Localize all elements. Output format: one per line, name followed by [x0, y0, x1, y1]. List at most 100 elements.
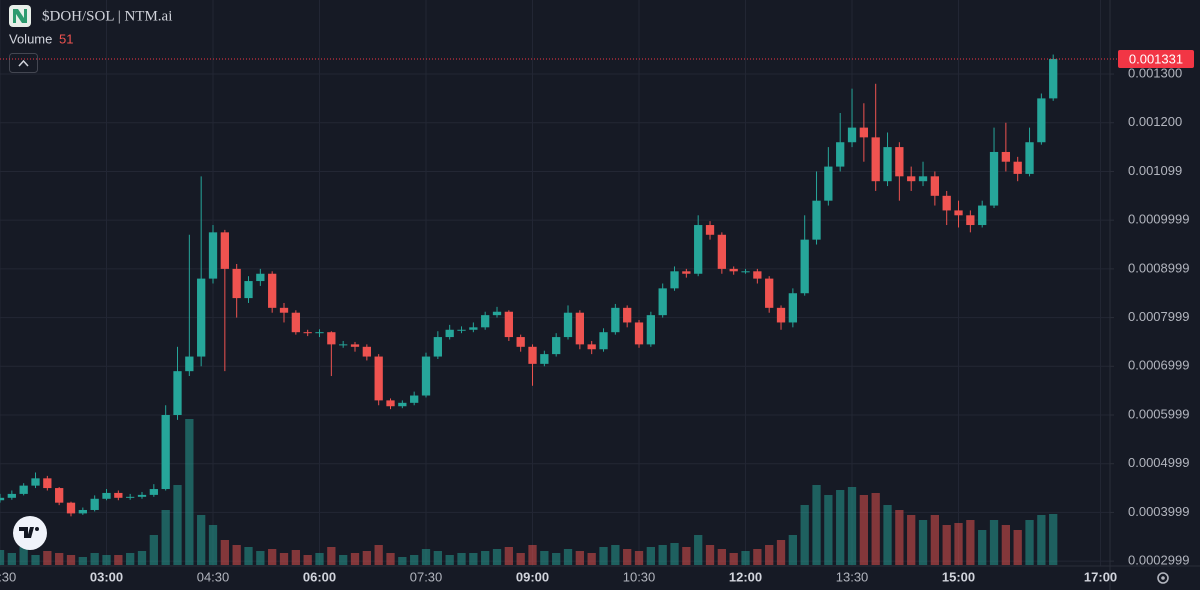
x-tick-label: 09:00 [516, 569, 549, 584]
candle-body [859, 127, 869, 138]
volume-bar [528, 545, 537, 565]
candle-body [942, 195, 951, 211]
x-tick-label: 06:00 [303, 569, 336, 584]
volume-bar [978, 530, 987, 565]
chart-title: $DOH/SOL | NTM.ai [42, 8, 172, 24]
axes: 0.0002999 0.0003999 0.0004999 0.0005999 0.00… [0, 65, 1189, 584]
candle-body [729, 268, 738, 272]
volume-bar [930, 515, 940, 565]
candle-body [232, 268, 241, 299]
candle-body [1037, 98, 1046, 143]
volume-bar [327, 547, 336, 565]
candle-body [978, 205, 987, 226]
y-tick-label: 0.0005999 [1128, 406, 1189, 421]
candle-body [161, 415, 170, 490]
volume-bar [114, 555, 123, 565]
collapse-button[interactable] [9, 53, 38, 73]
volume-bar [7, 553, 16, 565]
candle-body [966, 215, 975, 226]
candle-body [611, 307, 620, 333]
volume-bar [291, 550, 300, 565]
candle-body [989, 151, 999, 206]
volume-bar [765, 545, 774, 565]
candle-body [137, 494, 147, 497]
volume-bar [256, 551, 265, 565]
candle-body [634, 322, 644, 345]
y-tick-label: 0.0004999 [1128, 455, 1189, 470]
x-tick-label: 10:30 [623, 569, 656, 584]
candle-body [279, 307, 289, 313]
volume-bar [634, 551, 644, 565]
volume-bar [19, 547, 28, 565]
candle-body [575, 312, 584, 345]
candle-body [504, 311, 513, 338]
volume-bar [315, 553, 324, 565]
volume-pane [0, 419, 1058, 565]
candle-body [220, 232, 229, 269]
volume-bar [895, 510, 904, 565]
candle-body [1025, 142, 1034, 174]
volume-bar [197, 515, 206, 565]
candle-body [753, 271, 762, 279]
candle-body [682, 271, 691, 274]
volume-bar [421, 549, 431, 565]
candle-body [623, 307, 632, 323]
candle-body [705, 225, 715, 235]
x-tick-label: 17:00 [1084, 569, 1117, 584]
candle-body [741, 271, 750, 273]
candle-body [788, 293, 797, 323]
candle-body [670, 271, 679, 289]
volume-bar [836, 490, 845, 565]
volume-bar [599, 547, 608, 565]
candle-body [374, 356, 383, 401]
volume-bar [232, 545, 241, 565]
volume-bar [646, 547, 655, 565]
volume-bar [386, 553, 395, 565]
x-tick-label: 15:00 [942, 569, 975, 584]
volume-bar [137, 551, 147, 565]
volume-bar [350, 553, 360, 565]
volume-bar [516, 553, 525, 565]
volume-bar [907, 515, 916, 565]
candle-body [847, 127, 857, 143]
candle-body [824, 166, 833, 201]
y-tick-label: 0.0007999 [1128, 309, 1189, 324]
grid [0, 0, 1110, 566]
candle-body [563, 312, 573, 338]
candle-body [66, 502, 76, 514]
candle-body [1049, 58, 1058, 99]
candle-body [0, 497, 5, 501]
candle-body [587, 344, 596, 350]
volume-bar [883, 505, 892, 565]
candle-body [244, 281, 253, 299]
price-pane [0, 54, 1058, 517]
volume-bar [374, 545, 383, 565]
volume-bar [859, 495, 869, 565]
candle-body [55, 488, 64, 503]
volume-bar [824, 495, 833, 565]
volume-bar [788, 535, 797, 565]
volume-bar [66, 555, 76, 565]
volume-bar [552, 553, 561, 565]
candle-body [552, 337, 561, 355]
candle-body [694, 225, 703, 274]
settings-icon[interactable] [1157, 572, 1169, 584]
candle-body [256, 273, 265, 282]
volume-bar [362, 551, 371, 565]
volume-bar [682, 547, 691, 565]
y-tick-label: 0.0003999 [1128, 504, 1189, 519]
x-tick-label: 01:30 [0, 569, 16, 584]
tradingview-logo[interactable] [13, 516, 47, 550]
x-tick-label: 12:00 [729, 569, 762, 584]
volume-bar [575, 551, 584, 565]
volume-bar [469, 553, 478, 565]
candle-body [43, 478, 52, 489]
candle-body [1001, 151, 1011, 162]
candle-body [362, 346, 371, 357]
volume-bar [563, 549, 573, 565]
logo [9, 5, 31, 27]
volume-bar [942, 525, 951, 565]
volume-bar [705, 545, 715, 565]
